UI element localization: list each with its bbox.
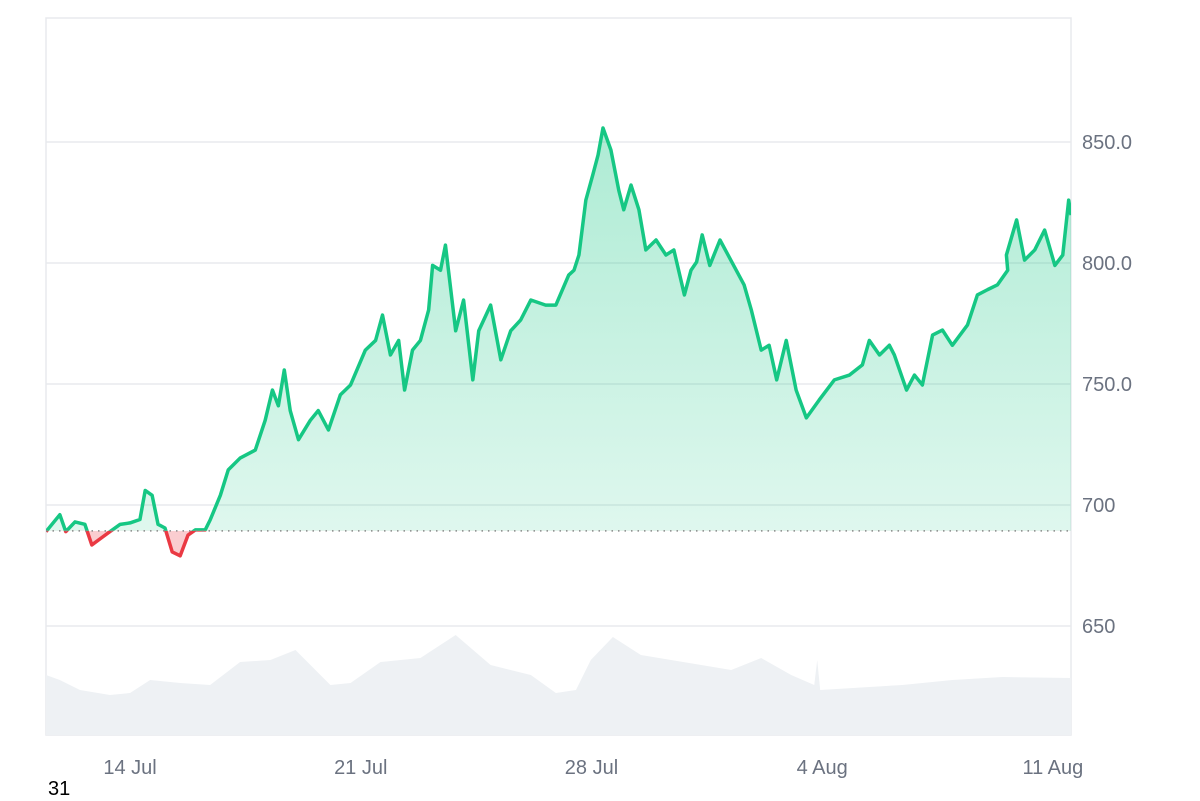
price-area-up [46, 127, 1071, 531]
price-series [46, 126, 1071, 558]
x-tick-label: 4 Aug [797, 757, 848, 779]
volume-area-path [46, 635, 1071, 735]
volume-area [46, 635, 1071, 735]
corner-label: 31 [48, 778, 71, 800]
y-tick-label: 850.0 [1082, 132, 1132, 154]
y-tick-label: 750.0 [1082, 374, 1132, 396]
above-baseline [46, 126, 1071, 531]
y-axis: 650 700 750.0 800.0 850.0 [1082, 132, 1132, 638]
x-tick-label: 21 Jul [334, 757, 387, 779]
y-tick-label: 700 [1082, 495, 1115, 517]
x-tick-label: 14 Jul [103, 757, 156, 779]
price-line-up [46, 126, 1071, 531]
x-axis: 14 Jul 21 Jul 28 Jul 4 Aug 11 Aug [103, 757, 1083, 779]
y-tick-label: 800.0 [1082, 253, 1132, 275]
y-tick-label: 650 [1082, 616, 1115, 638]
x-tick-label: 28 Jul [565, 757, 618, 779]
x-tick-label: 11 Aug [1022, 757, 1083, 779]
